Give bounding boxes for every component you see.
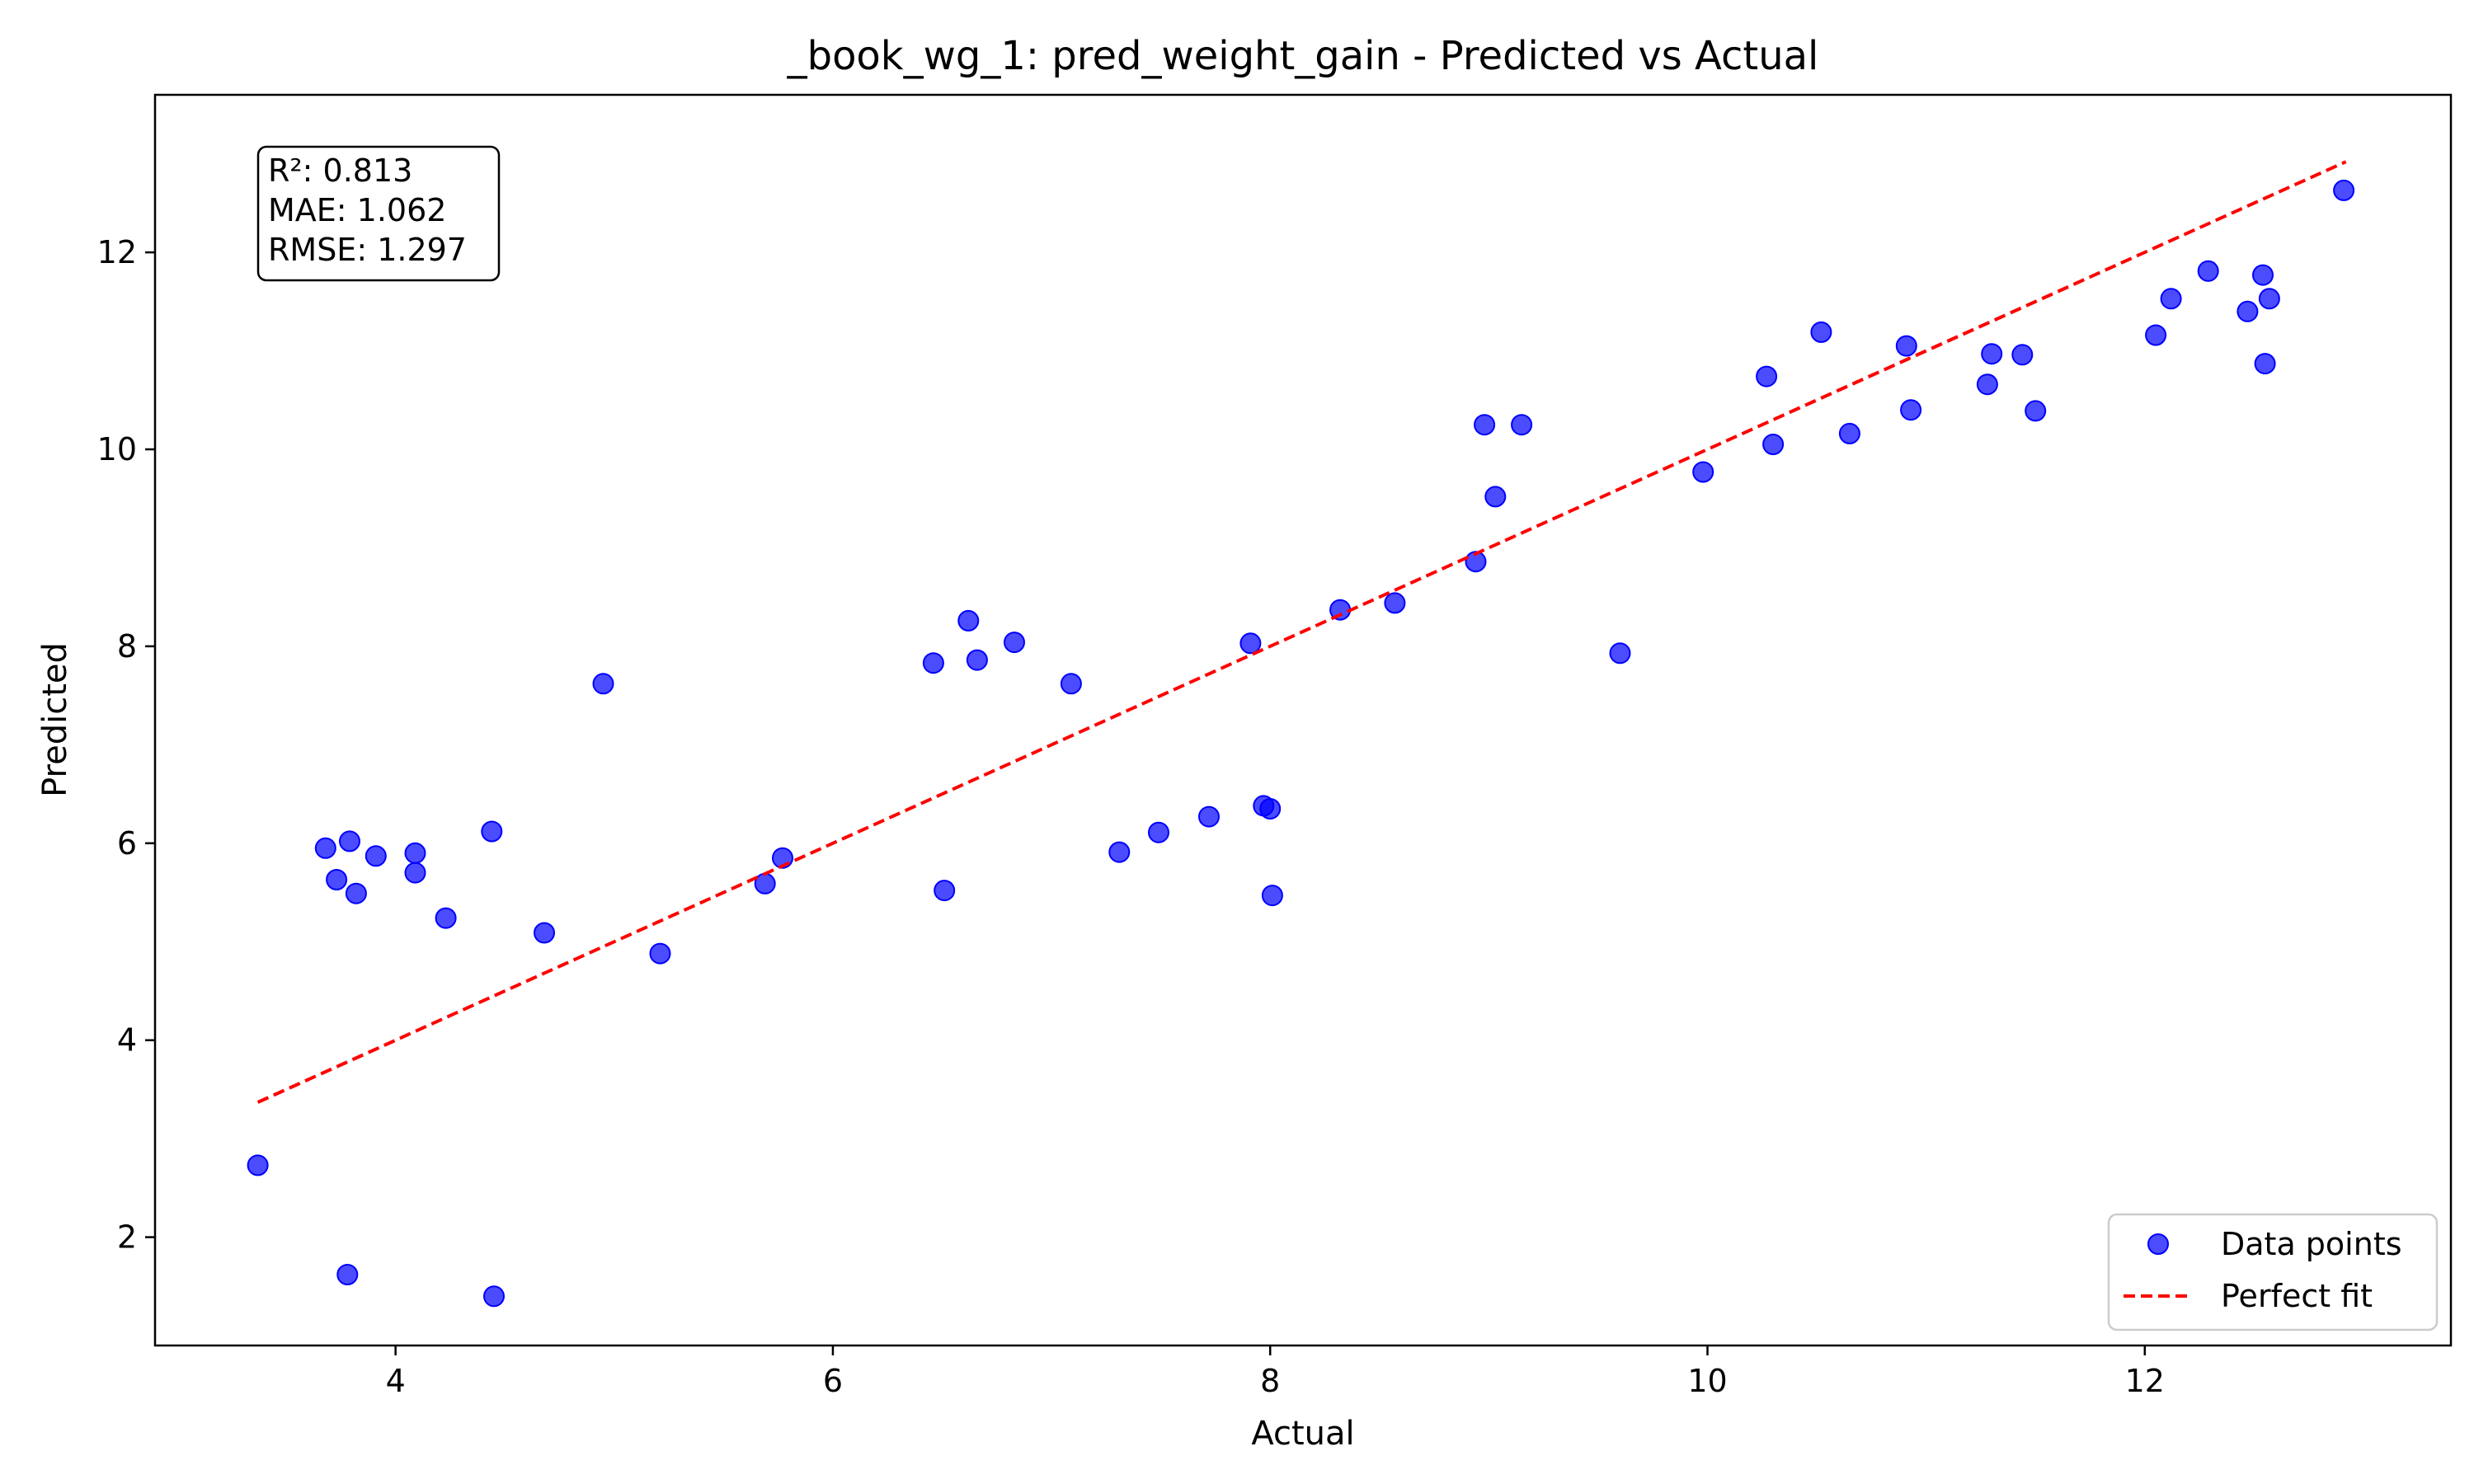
data-point-10 xyxy=(435,907,457,929)
data-point-12 xyxy=(483,1285,505,1308)
data-point-55 xyxy=(2258,288,2280,310)
data-point-44 xyxy=(1900,399,1922,421)
y-tick-label: 10 xyxy=(97,431,137,467)
data-point-24 xyxy=(1108,841,1131,863)
data-point-18 xyxy=(922,652,944,674)
data-point-32 xyxy=(1384,592,1406,614)
data-point-46 xyxy=(1981,343,2003,365)
data-point-40 xyxy=(1762,434,1785,455)
data-point-42 xyxy=(1838,422,1860,444)
legend-label-perfect-fit: Perfect fit xyxy=(2221,1278,2373,1314)
data-point-5 xyxy=(339,830,360,852)
data-point-6 xyxy=(345,882,367,904)
data-point-39 xyxy=(1756,365,1778,387)
data-point-29 xyxy=(1259,798,1282,819)
data-point-43 xyxy=(1895,335,1917,357)
plot-frame xyxy=(153,93,2453,1347)
data-point-27 xyxy=(1239,632,1262,655)
data-point-11 xyxy=(481,820,503,843)
data-point-25 xyxy=(1148,821,1169,843)
data-point-23 xyxy=(1060,673,1082,695)
data-point-13 xyxy=(534,922,555,944)
data-point-19 xyxy=(934,880,956,902)
data-point-21 xyxy=(966,649,988,671)
data-point-7 xyxy=(365,845,387,867)
data-point-50 xyxy=(2160,288,2182,310)
x-axis: 4 6 8 10 12 xyxy=(386,1345,2165,1399)
data-point-52 xyxy=(2236,300,2259,322)
y-tick-label: 12 xyxy=(97,234,137,270)
data-point-33 xyxy=(1465,551,1487,573)
y-tick-label: 8 xyxy=(117,628,137,665)
y-tick-label: 2 xyxy=(117,1219,137,1256)
legend-scatter-marker xyxy=(2147,1233,2169,1255)
r2-stat: R²: 0.813 xyxy=(268,153,412,189)
data-point-54 xyxy=(2254,353,2276,375)
legend: Data points Perfect fit xyxy=(2107,1213,2439,1331)
x-axis-label: Actual xyxy=(1251,1415,1354,1453)
perfect-fit-line xyxy=(256,160,2347,1104)
data-point-30 xyxy=(1261,885,1283,907)
data-point-38 xyxy=(1692,461,1714,483)
y-tick-label: 4 xyxy=(117,1022,137,1059)
data-point-37 xyxy=(1609,642,1631,665)
chart-title: _book_wg_1: pred_weight_gain - Predicted… xyxy=(787,33,1819,79)
data-point-48 xyxy=(2025,400,2047,422)
x-tick-label: 12 xyxy=(2125,1363,2165,1399)
x-tick-label: 8 xyxy=(1260,1363,1280,1399)
data-point-3 xyxy=(326,869,348,890)
legend-label-data-points: Data points xyxy=(2221,1226,2402,1262)
plot-area xyxy=(247,160,2355,1308)
mae-stat: MAE: 1.062 xyxy=(268,192,446,228)
data-point-36 xyxy=(1511,414,1533,436)
x-tick-label: 4 xyxy=(386,1363,406,1399)
data-point-47 xyxy=(2011,344,2034,366)
data-point-49 xyxy=(2145,324,2167,346)
data-point-53 xyxy=(2252,264,2274,286)
y-axis: 2 4 6 8 10 12 xyxy=(97,234,155,1256)
x-tick-label: 10 xyxy=(1687,1363,1727,1399)
data-point-9 xyxy=(404,862,426,884)
x-tick-label: 6 xyxy=(823,1363,843,1399)
y-tick-label: 6 xyxy=(117,825,137,862)
legend-frame xyxy=(2107,1213,2439,1331)
data-point-41 xyxy=(1810,321,1832,343)
data-point-1 xyxy=(247,1154,269,1176)
rmse-stat: RMSE: 1.297 xyxy=(268,232,467,268)
data-point-56 xyxy=(2333,179,2355,201)
data-point-35 xyxy=(1484,486,1507,508)
data-point-14 xyxy=(592,673,614,695)
data-point-8 xyxy=(404,842,426,864)
data-point-16 xyxy=(754,872,776,895)
data-point-26 xyxy=(1198,805,1220,828)
data-point-2 xyxy=(314,837,336,859)
stats-box-frame xyxy=(256,145,501,282)
data-point-45 xyxy=(1976,373,1998,396)
data-point-22 xyxy=(1004,632,1025,654)
data-point-15 xyxy=(649,942,671,965)
data-point-34 xyxy=(1474,414,1496,436)
stats-box: R²: 0.813 MAE: 1.062 RMSE: 1.297 xyxy=(256,145,501,282)
data-point-4 xyxy=(336,1264,359,1285)
data-point-51 xyxy=(2197,260,2219,282)
y-axis-label: Predicted xyxy=(36,642,74,797)
data-point-20 xyxy=(957,609,980,632)
